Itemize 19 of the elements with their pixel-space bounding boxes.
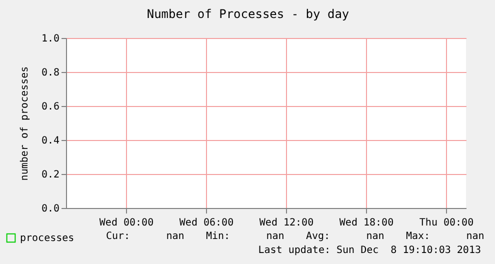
chart-title: Number of Processes - by day [146,7,350,21]
x-tick-label: Wed 06:00 [179,218,234,228]
text: Avg: nan [306,231,384,242]
x-tick-label: Thu 00:00 [419,218,474,228]
y-tick-label: 1.0 [41,34,60,44]
y-tick-label: 0.0 [41,204,60,214]
x-tick-label: Wed 12:00 [259,218,314,228]
y-axis-title: number of processes [19,66,30,181]
y-tick-label: 0.6 [41,102,60,112]
y-tick-label: 0.8 [41,68,60,78]
x-tick-label: Wed 00:00 [99,218,154,228]
x-tick-label: Wed 18:00 [339,218,394,228]
y-tick-label: 0.2 [41,170,60,180]
y-tick-label: 0.4 [41,136,60,146]
text: Max: nan [406,231,484,242]
text: Min: nan [206,231,284,242]
legend-label: processes [20,233,74,244]
text: Cur: nan [106,231,184,242]
text: Last update: Sun Dec 8 19:10:03 2013 [258,245,481,256]
